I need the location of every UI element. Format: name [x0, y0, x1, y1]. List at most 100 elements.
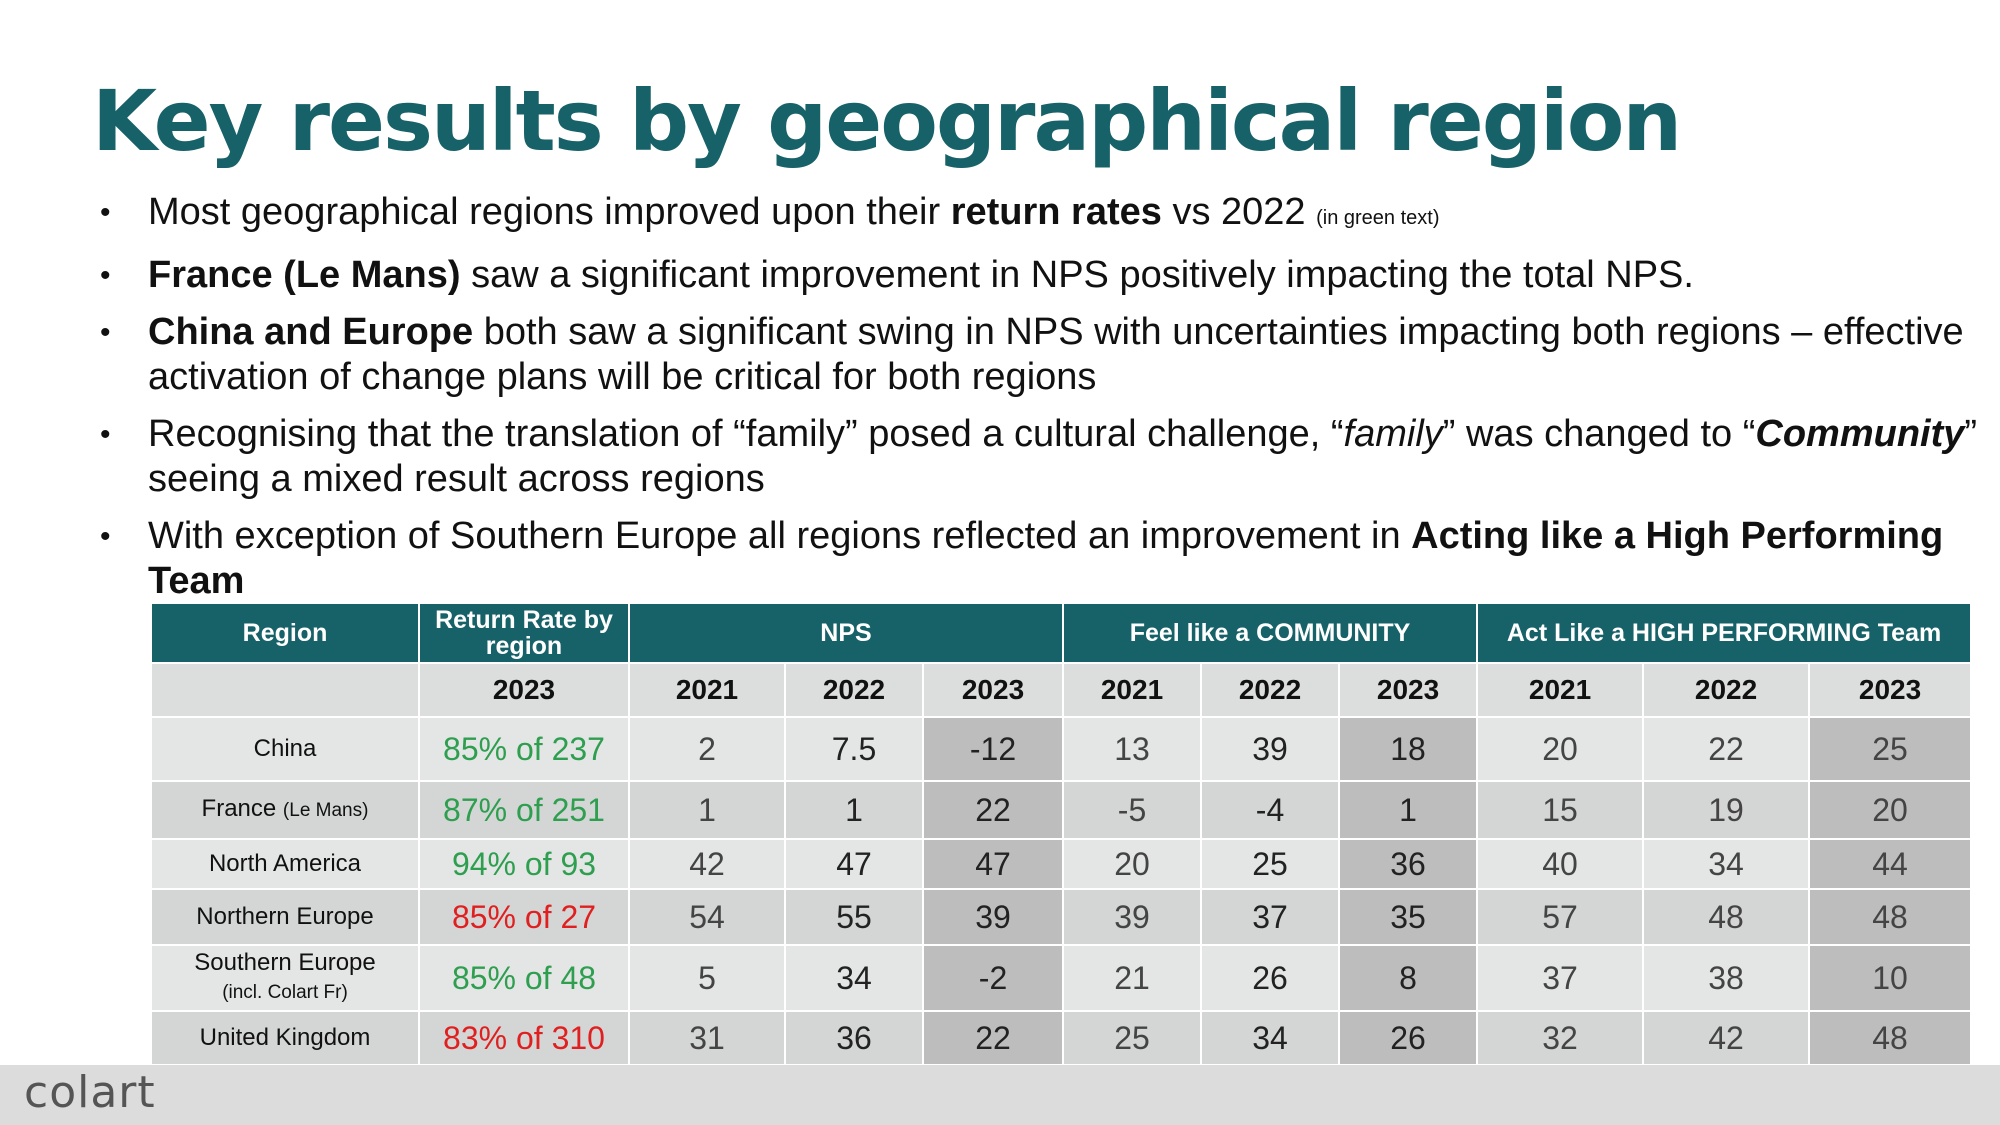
nps-cell: 39	[921, 888, 1065, 946]
hpt-cell: 48	[1642, 888, 1811, 946]
community-cell: -4	[1200, 780, 1341, 840]
nps-cell: 1	[784, 780, 924, 840]
year-hpt-2023: 2023	[1808, 662, 1973, 718]
page-title: Key results by geographical region	[92, 72, 1682, 170]
year-hpt-2022: 2022	[1642, 662, 1811, 718]
nps-cell: -2	[921, 944, 1065, 1012]
hpt-cell: 42	[1642, 1010, 1811, 1066]
nps-cell: 1	[628, 780, 786, 840]
community-cell: 20	[1062, 838, 1203, 890]
bullet-community: • Recognising that the translation of “f…	[100, 413, 1978, 500]
hpt-cell: 40	[1476, 838, 1645, 890]
community-cell: 8	[1338, 944, 1479, 1012]
nps-cell: 54	[628, 888, 786, 946]
community-cell: 35	[1338, 888, 1479, 946]
hpt-cell: 15	[1476, 780, 1645, 840]
year-com-2023: 2023	[1338, 662, 1479, 718]
nps-cell: 7.5	[784, 716, 924, 782]
year-nps-2023: 2023	[921, 662, 1065, 718]
bullet-dot: •	[100, 316, 111, 349]
return-rate-cell: 83% of 310	[418, 1010, 630, 1066]
return-rate-cell: 85% of 237	[418, 716, 630, 782]
hpt-cell: 10	[1808, 944, 1973, 1012]
region-cell: France (Le Mans)	[150, 780, 420, 840]
community-cell: 26	[1338, 1010, 1479, 1066]
year-com-2022: 2022	[1200, 662, 1341, 718]
community-cell: 26	[1200, 944, 1341, 1012]
return-rate-cell: 85% of 48	[418, 944, 630, 1012]
community-cell: 39	[1200, 716, 1341, 782]
nps-cell: 2	[628, 716, 786, 782]
community-cell: 18	[1338, 716, 1479, 782]
header-region: Region	[150, 602, 420, 664]
hpt-cell: 20	[1476, 716, 1645, 782]
community-cell: 36	[1338, 838, 1479, 890]
hpt-cell: 25	[1808, 716, 1973, 782]
hpt-cell: 37	[1476, 944, 1645, 1012]
nps-cell: -12	[921, 716, 1065, 782]
nps-cell: 5	[628, 944, 786, 1012]
bullet-china-europe: • China and Europe both saw a significan…	[100, 311, 1964, 398]
footer-bar: colart	[0, 1065, 2000, 1125]
nps-cell: 22	[921, 1010, 1065, 1066]
nps-cell: 36	[784, 1010, 924, 1066]
return-rate-cell: 87% of 251	[418, 780, 630, 840]
community-cell: 13	[1062, 716, 1203, 782]
year-nps-2021: 2021	[628, 662, 786, 718]
year-rr: 2023	[418, 662, 630, 718]
return-rate-cell: 94% of 93	[418, 838, 630, 890]
bullet-dot: •	[100, 259, 111, 292]
community-cell: 39	[1062, 888, 1203, 946]
table-row: China 85% of 237 2 7.5 -12 13 39 18 20 22 25	[150, 716, 1973, 782]
hpt-cell: 38	[1642, 944, 1811, 1012]
header-nps: NPS	[627, 602, 1065, 664]
region-cell: Northern Europe	[150, 888, 420, 946]
nps-cell: 22	[921, 780, 1065, 840]
year-hpt-2021: 2021	[1476, 662, 1645, 718]
header-return-rate: Return Rate by region	[418, 602, 630, 664]
table-row: North America 94% of 93 42 47 47 20 25 36 40 34 44	[150, 838, 1973, 890]
nps-cell: 31	[628, 1010, 786, 1066]
bullet-france: • France (Le Mans) saw a significant imp…	[100, 254, 1694, 296]
year-nps-2022: 2022	[784, 662, 924, 718]
header-community: Feel like a COMMUNITY	[1062, 602, 1479, 664]
hpt-cell: 44	[1808, 838, 1973, 890]
header-high-performing: Act Like a HIGH PERFORMING Team	[1476, 602, 1973, 664]
nps-cell: 34	[784, 944, 924, 1012]
table-row: Northern Europe 85% of 27 54 55 39 39 37 35 57 48…	[150, 888, 1973, 946]
community-cell: -5	[1062, 780, 1203, 840]
hpt-cell: 34	[1642, 838, 1811, 890]
key-findings-list: • Most geographical regions improved upo…	[100, 190, 1980, 616]
region-cell: United Kingdom	[150, 1010, 420, 1066]
hpt-cell: 19	[1642, 780, 1811, 840]
community-cell: 34	[1200, 1010, 1341, 1066]
return-rate-cell: 85% of 27	[418, 888, 630, 946]
community-cell: 1	[1338, 780, 1479, 840]
nps-cell: 55	[784, 888, 924, 946]
table-row: Southern Europe (incl. Colart Fr) 85% of 4…	[150, 944, 1973, 1012]
bullet-dot: •	[100, 520, 111, 553]
community-cell: 25	[1062, 1010, 1203, 1066]
table-row: France (Le Mans) 87% of 251 1 1 22 -5 -4 1 15 19 2…	[150, 780, 1973, 840]
hpt-cell: 22	[1642, 716, 1811, 782]
results-table: Region Return Rate by region NPS Feel li…	[150, 602, 1973, 1066]
bullet-return-rates: • Most geographical regions improved upo…	[100, 190, 1980, 241]
community-cell: 25	[1200, 838, 1341, 890]
bullet-high-performing: • With exception of Southern Europe all …	[100, 515, 1944, 602]
hpt-cell: 48	[1808, 888, 1973, 946]
hpt-cell: 20	[1808, 780, 1973, 840]
hpt-cell: 32	[1476, 1010, 1645, 1066]
community-cell: 37	[1200, 888, 1341, 946]
nps-cell: 42	[628, 838, 786, 890]
nps-cell: 47	[784, 838, 924, 890]
bullet-dot: •	[100, 418, 111, 451]
year-com-2021: 2021	[1062, 662, 1203, 718]
hpt-cell: 48	[1808, 1010, 1973, 1066]
region-cell: China	[150, 716, 420, 782]
table-row: United Kingdom 83% of 310 31 36 22 25 34 26 32 42…	[150, 1010, 1973, 1066]
community-cell: 21	[1062, 944, 1203, 1012]
year-blank	[150, 662, 420, 718]
colart-logo: colart	[24, 1067, 156, 1118]
bullet-dot: •	[100, 196, 111, 229]
region-cell: Southern Europe (incl. Colart Fr)	[150, 944, 420, 1012]
